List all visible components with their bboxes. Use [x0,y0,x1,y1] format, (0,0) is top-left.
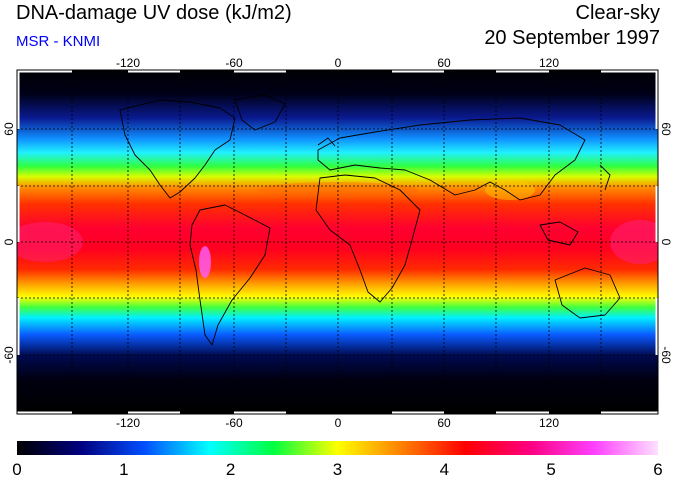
colorbar-tick-label: 3 [333,460,342,479]
lat-tick-left-2: 0 [2,238,16,245]
coastlines [119,94,621,346]
lat-tick-left-3: -60 [2,346,16,364]
lon-tick-bottom-2: -60 [225,416,243,430]
frame-ticks [16,69,659,415]
lon-tick-bottom-5: 120 [539,416,559,430]
lon-tick-top-1: -120 [116,56,140,70]
map-date: 20 September 1997 [484,27,660,49]
colorbar-tick-label: 4 [440,460,449,479]
lat-tick-right-2: 0 [659,239,673,246]
lon-tick-bottom-1: -120 [116,416,140,430]
colorbar-tick-label: 0 [12,460,21,479]
lon-tick-top-4: 60 [437,56,451,70]
colorbar-tick-label: 5 [546,460,555,479]
colorbar-ticks: 0 1 2 3 4 5 6 [12,460,662,479]
lat-tick-left-1: 60 [2,122,16,136]
lon-tick-bottom-3: 0 [335,416,342,430]
lon-tick-bottom-4: 60 [437,416,451,430]
colorbar-tick-label: 1 [119,460,128,479]
colorbar-tick-label: 6 [653,460,662,479]
lon-tick-top-2: -60 [225,56,243,70]
colorbar [17,441,658,455]
map-title: DNA-damage UV dose (kJ/m2) [16,2,292,24]
lat-tick-right-3: -60 [659,346,673,364]
graticule-main [17,70,658,414]
lon-tick-top-3: 0 [335,56,342,70]
data-source: MSR - KNMI [16,33,101,50]
lon-tick-top-5: 120 [539,56,559,70]
map-frame [16,69,659,415]
lat-tick-right-1: 60 [659,122,673,136]
colorbar-tick-label: 2 [226,460,235,479]
sky-condition: Clear-sky [575,2,660,24]
